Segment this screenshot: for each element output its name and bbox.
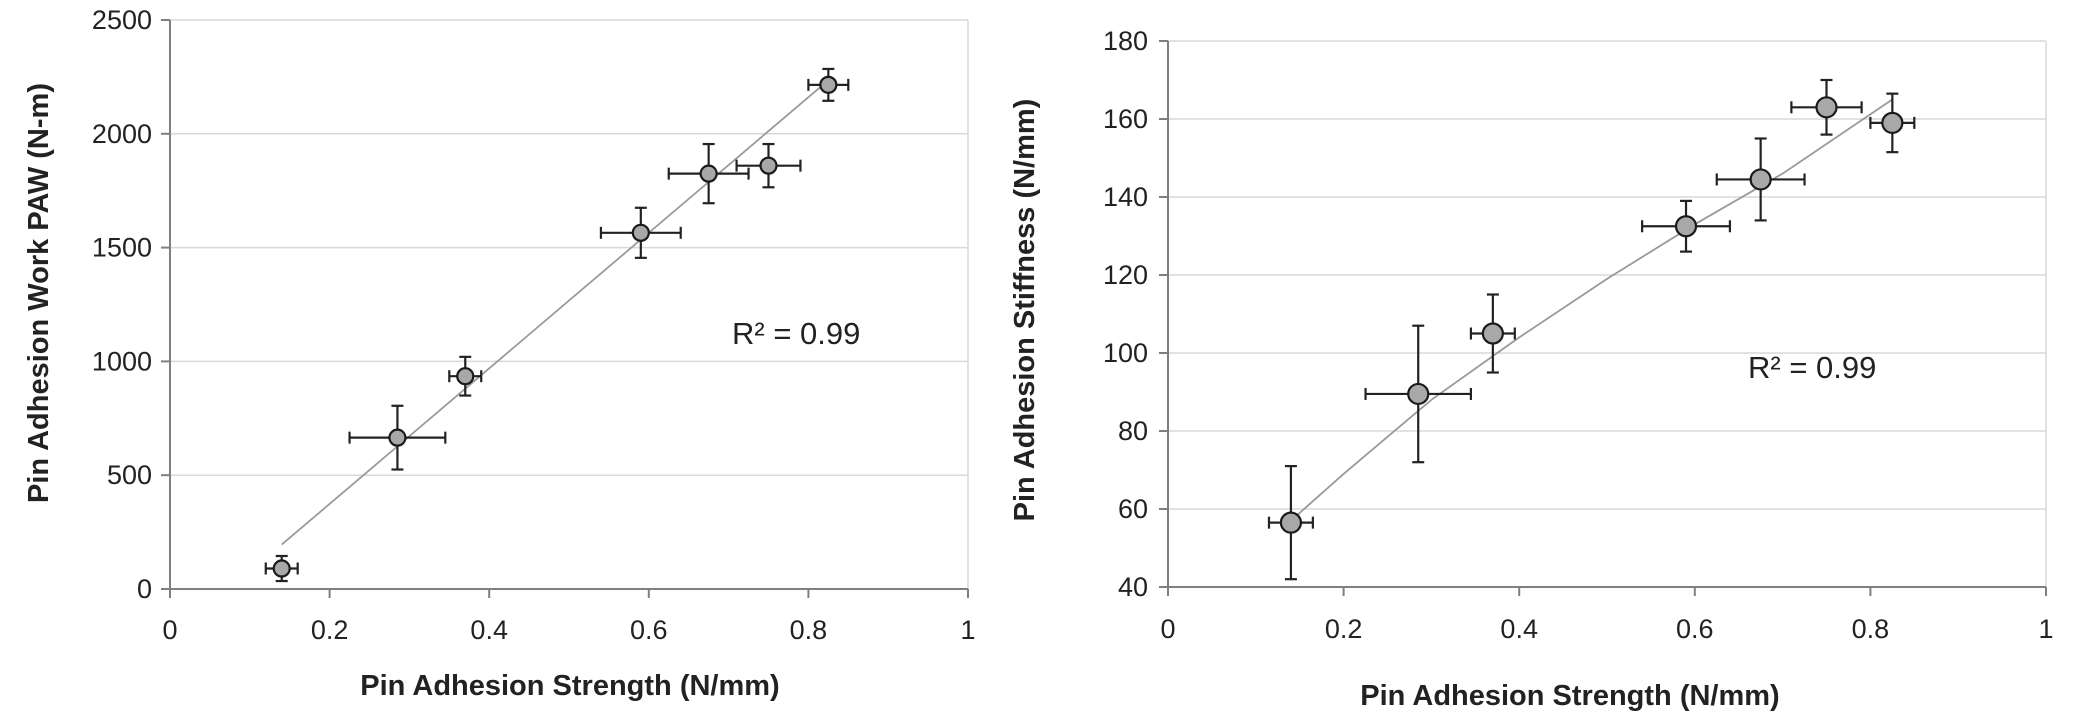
data-point — [448, 355, 483, 397]
x-axis-title: Pin Adhesion Strength (N/mm) — [1360, 680, 1779, 712]
data-marker — [1279, 511, 1303, 534]
y-axis-title: Pin Adhesion Stiffness (N/mm) — [1009, 99, 1041, 522]
y-tick-label: 60 — [1118, 494, 1148, 524]
data-marker — [1749, 168, 1772, 191]
x-tick-label: 0.6 — [630, 615, 668, 645]
x-tick-label: 0.4 — [1500, 614, 1538, 644]
y-tick-label: 1000 — [92, 346, 152, 376]
data-point — [1364, 324, 1473, 464]
data-marker — [1674, 215, 1698, 238]
x-tick-label: 1 — [960, 615, 975, 645]
y-tick-label: 140 — [1103, 182, 1148, 212]
data-marker — [1407, 382, 1430, 406]
data-point — [1267, 465, 1314, 581]
chart-pin-adhesion-stiffness: Pin Adhesion Stiffness (N/mm) Pin Adhesi… — [1009, 26, 2054, 712]
data-point — [807, 67, 850, 102]
y-tick-label: 500 — [107, 460, 152, 490]
r-squared-annotation: R² = 0.99 — [1748, 350, 1876, 385]
y-tick-label: 0 — [137, 574, 152, 604]
y-tick-label: 160 — [1103, 104, 1148, 134]
x-tick-label: 0.2 — [1325, 614, 1363, 644]
data-marker — [699, 164, 718, 183]
plot-background — [161, 19, 969, 598]
data-point — [1715, 137, 1806, 222]
x-tick-label: 0.8 — [1852, 614, 1890, 644]
data-point — [599, 206, 682, 259]
r-squared-annotation: R² = 0.99 — [732, 316, 860, 351]
y-axis-title: Pin Adhesion Work PAW (N-m) — [23, 83, 55, 503]
y-tick-label: 120 — [1103, 260, 1148, 290]
data-point — [1469, 293, 1516, 374]
data-marker — [272, 559, 291, 578]
x-tick-label: 0 — [162, 615, 177, 645]
chart-pin-adhesion-work: Pin Adhesion Work PAW (N-m) Pin Adhesion… — [23, 5, 976, 702]
data-marker — [1881, 111, 1904, 135]
data-point — [1641, 199, 1732, 253]
data-point — [1790, 78, 1863, 136]
y-tick-label: 1500 — [92, 233, 152, 263]
y-tick-label: 2500 — [92, 5, 152, 35]
data-point — [735, 142, 802, 189]
data-point — [348, 404, 447, 471]
x-tick-label: 1 — [2038, 614, 2053, 644]
y-tick-label: 40 — [1118, 572, 1148, 602]
x-tick-label: 0.6 — [1676, 614, 1714, 644]
trendline — [281, 79, 829, 546]
y-tick-label: 180 — [1103, 26, 1148, 56]
y-tick-label: 80 — [1118, 416, 1148, 446]
x-tick-label: 0.2 — [311, 615, 349, 645]
x-tick-label: 0 — [1160, 614, 1175, 644]
data-marker — [1815, 96, 1838, 119]
plot-background — [1159, 40, 2047, 596]
trendline — [1290, 98, 1893, 522]
x-tick-label: 0.8 — [790, 615, 828, 645]
data-marker — [1481, 322, 1504, 345]
data-marker — [456, 367, 475, 386]
data-marker — [759, 156, 778, 175]
data-marker — [388, 428, 407, 447]
data-point — [264, 554, 299, 583]
y-tick-label: 2000 — [92, 119, 152, 149]
x-tick-label: 0.4 — [470, 615, 508, 645]
x-axis-title: Pin Adhesion Strength (N/mm) — [360, 670, 779, 702]
y-tick-label: 100 — [1103, 338, 1148, 368]
data-marker — [631, 223, 650, 242]
data-point — [1869, 92, 1916, 154]
data-marker — [819, 75, 838, 94]
data-point — [667, 142, 750, 205]
